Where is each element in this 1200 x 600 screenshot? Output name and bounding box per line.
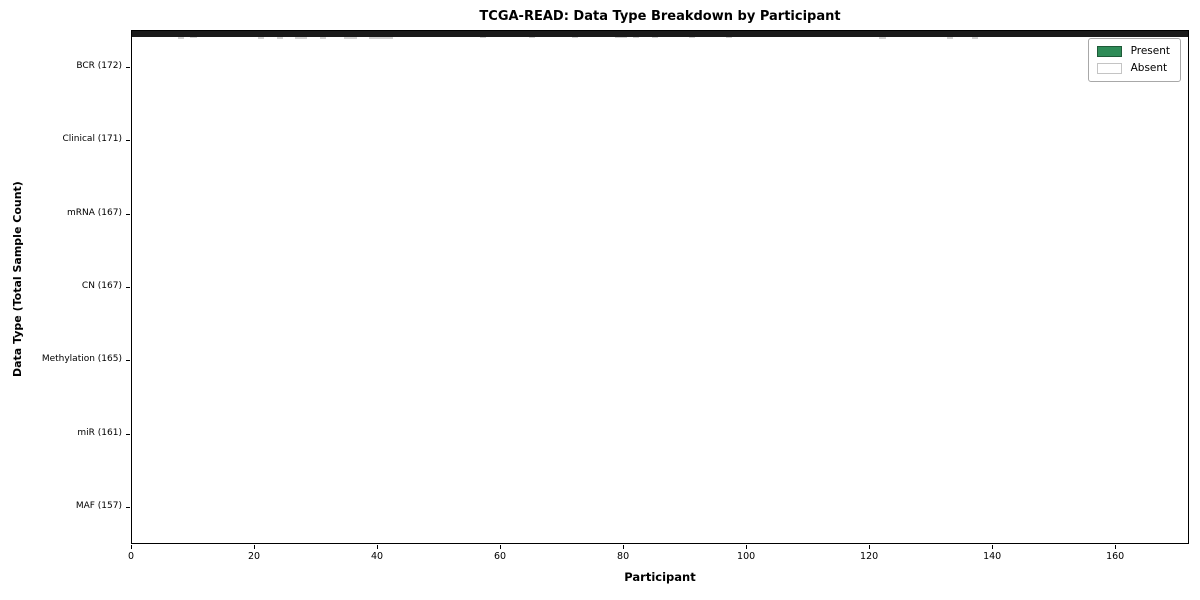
y-tick-mark bbox=[126, 433, 130, 435]
chart-title: TCGA-READ: Data Type Breakdown by Partic… bbox=[479, 9, 841, 24]
x-tick-mark bbox=[131, 545, 132, 549]
absent-cell bbox=[381, 37, 388, 39]
y-tick-label-cn: CN (167) bbox=[81, 281, 122, 291]
absent-cell bbox=[387, 37, 394, 39]
x-tick-label: 20 bbox=[247, 551, 261, 562]
y-tick-label-mir: miR (161) bbox=[77, 427, 122, 438]
absent-cell bbox=[319, 37, 326, 39]
y-tick-mark bbox=[126, 66, 130, 68]
y-tick-label-maf: MAF (157) bbox=[75, 501, 122, 512]
legend-label-present: Present bbox=[1130, 45, 1170, 57]
x-tick-mark bbox=[746, 545, 748, 549]
x-tick-mark bbox=[992, 545, 994, 549]
y-tick-label-methylation: Methylation (165) bbox=[41, 354, 122, 365]
x-tick-label: 0 bbox=[127, 551, 135, 562]
x-tick-label: 40 bbox=[370, 551, 384, 562]
x-tick-label: 140 bbox=[983, 551, 1002, 562]
absent-cell bbox=[879, 37, 886, 39]
x-tick-mark bbox=[254, 545, 256, 549]
legend-label-absent: Absent bbox=[1130, 62, 1168, 74]
y-tick-mark bbox=[126, 360, 130, 362]
absent-cell bbox=[301, 37, 308, 39]
legend-entry-absent: Absent bbox=[1096, 62, 1170, 74]
y-tick-mark bbox=[126, 213, 130, 215]
y-tick-label-mrna: mRNA (167) bbox=[67, 207, 122, 218]
y-tick-mark bbox=[126, 140, 130, 142]
x-tick-label: 80 bbox=[617, 551, 630, 562]
x-tick-mark bbox=[869, 545, 871, 549]
y-tick-label-bcr: BCR (172) bbox=[76, 60, 122, 71]
absent-cell bbox=[276, 37, 283, 39]
absent-cell bbox=[374, 37, 382, 39]
absent-cell bbox=[971, 37, 978, 39]
absent-swatch bbox=[1096, 63, 1122, 74]
absent-cell bbox=[344, 37, 351, 39]
x-tick-mark bbox=[500, 545, 502, 549]
absent-cell bbox=[947, 37, 954, 39]
y-tick-label-clinical: Clinical (171) bbox=[62, 134, 122, 145]
legend-entry-present: Present bbox=[1096, 45, 1170, 57]
absent-cell bbox=[350, 37, 357, 39]
row-maf bbox=[132, 36, 1188, 39]
x-axis-label: Participant bbox=[624, 570, 696, 584]
x-tick-label: 120 bbox=[860, 551, 879, 562]
x-tick-mark bbox=[377, 545, 379, 549]
x-tick-label: 60 bbox=[494, 551, 507, 562]
absent-cell bbox=[295, 37, 302, 39]
rows-container bbox=[132, 31, 1188, 39]
y-tick-mark bbox=[126, 287, 130, 288]
x-tick-label: 100 bbox=[737, 551, 756, 562]
y-tick-mark bbox=[126, 507, 130, 509]
absent-cell bbox=[368, 37, 375, 39]
plot-area: Present Absent bbox=[131, 30, 1189, 544]
x-tick-mark bbox=[623, 545, 625, 549]
absent-cell bbox=[258, 37, 265, 39]
x-tick-label: 160 bbox=[1106, 551, 1125, 562]
x-tick-mark bbox=[1115, 545, 1117, 549]
legend: Present Absent bbox=[1087, 38, 1181, 82]
present-swatch bbox=[1096, 46, 1122, 57]
absent-cell bbox=[178, 37, 185, 39]
